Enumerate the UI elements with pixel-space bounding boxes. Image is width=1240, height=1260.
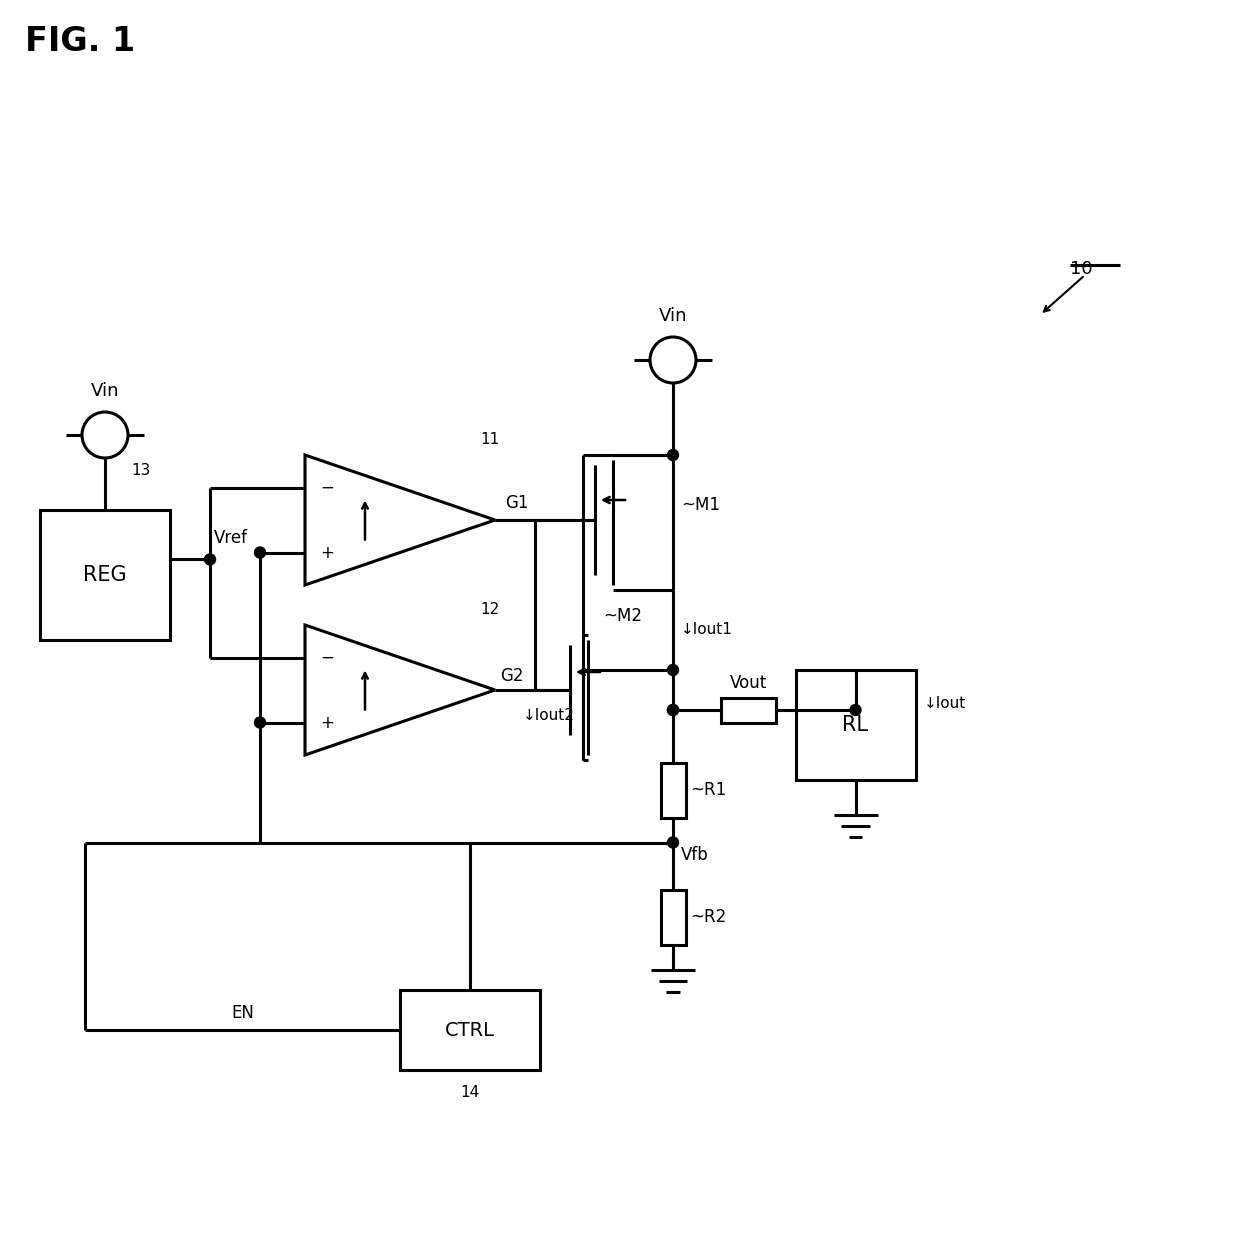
Text: FIG. 1: FIG. 1 — [25, 25, 135, 58]
Text: Vin: Vin — [658, 307, 687, 325]
Circle shape — [667, 704, 678, 716]
Bar — [40, 510, 170, 640]
Text: 12: 12 — [480, 602, 500, 617]
Text: ~M1: ~M1 — [681, 496, 720, 514]
Text: 14: 14 — [460, 1085, 480, 1100]
Text: ~M2: ~M2 — [603, 607, 642, 625]
Text: +: + — [320, 713, 334, 732]
Text: EN: EN — [231, 1004, 254, 1022]
Text: G1: G1 — [505, 494, 528, 512]
Bar — [401, 990, 539, 1070]
Text: ~R2: ~R2 — [691, 908, 727, 926]
Text: Vout: Vout — [729, 674, 766, 693]
Circle shape — [667, 704, 678, 716]
Text: 10: 10 — [1070, 260, 1092, 278]
Bar — [661, 890, 686, 945]
Circle shape — [205, 554, 216, 564]
Text: CTRL: CTRL — [445, 1021, 495, 1040]
Text: +: + — [320, 543, 334, 562]
Text: ↓Iout1: ↓Iout1 — [681, 622, 733, 638]
Text: REG: REG — [83, 564, 126, 585]
Text: −: − — [320, 479, 334, 496]
Circle shape — [849, 704, 861, 716]
Text: G2: G2 — [500, 667, 523, 685]
Circle shape — [667, 837, 678, 848]
Circle shape — [667, 450, 678, 460]
Text: 13: 13 — [131, 462, 150, 478]
Bar — [720, 698, 775, 722]
Circle shape — [254, 717, 265, 728]
Bar — [796, 670, 915, 780]
Text: −: − — [320, 649, 334, 667]
Text: Vref: Vref — [215, 529, 248, 547]
Text: RL: RL — [842, 714, 868, 735]
Text: ~R1: ~R1 — [691, 781, 727, 799]
Circle shape — [254, 547, 265, 558]
Text: Vfb: Vfb — [681, 845, 709, 863]
Text: ↓Iout2: ↓Iout2 — [523, 708, 575, 722]
Text: Vin: Vin — [91, 382, 119, 399]
Bar — [661, 762, 686, 818]
Text: ↓Iout: ↓Iout — [924, 696, 966, 711]
Circle shape — [667, 664, 678, 675]
Text: 11: 11 — [480, 432, 500, 447]
